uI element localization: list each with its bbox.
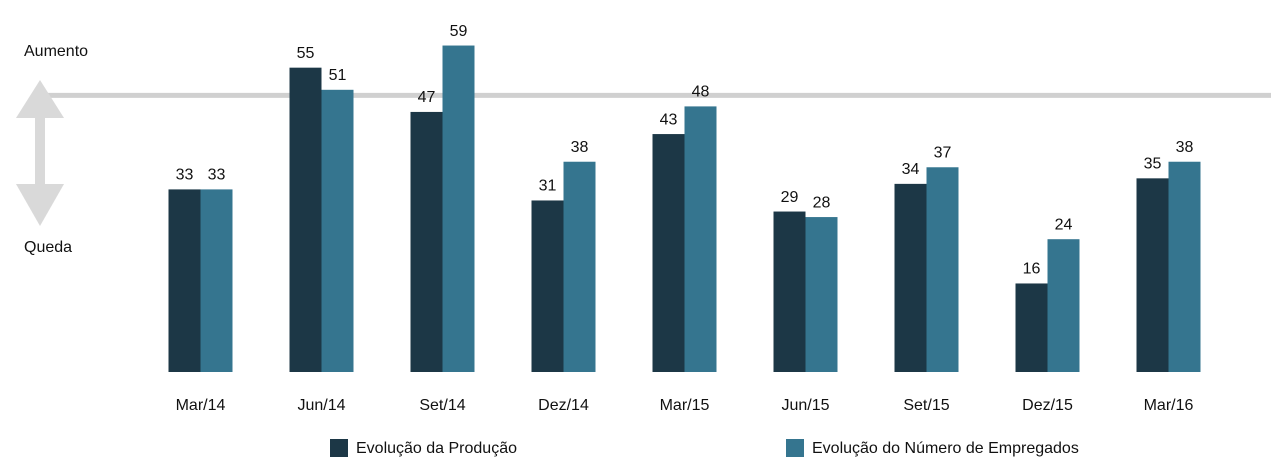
bar (531, 200, 564, 372)
value-label: 29 (781, 189, 799, 206)
bar (289, 67, 322, 373)
bar (1047, 239, 1080, 372)
x-tick-label: Set/14 (419, 397, 465, 414)
bar (652, 134, 685, 372)
x-tick-label: Jun/15 (781, 397, 829, 414)
bar (805, 217, 838, 372)
x-tick-label: Jun/14 (297, 397, 345, 414)
x-tick-label: Set/15 (903, 397, 949, 414)
bar (926, 167, 959, 372)
bar (563, 161, 596, 372)
value-label: 16 (1023, 261, 1041, 278)
value-label: 34 (902, 161, 920, 178)
up-arrow (16, 80, 64, 118)
bar (684, 106, 717, 373)
value-label: 33 (176, 167, 194, 184)
x-tick-label: Dez/14 (538, 397, 589, 414)
value-label: 38 (1176, 139, 1194, 156)
legend-swatch (786, 439, 804, 457)
bar (1015, 283, 1048, 372)
x-tick-label: Dez/15 (1022, 397, 1073, 414)
bar (894, 183, 927, 372)
bar (168, 189, 201, 372)
bar (321, 89, 354, 373)
bar (1168, 161, 1201, 372)
legend-swatch (330, 439, 348, 457)
value-label: 43 (660, 111, 678, 128)
value-label: 37 (934, 144, 952, 161)
value-label: 59 (450, 23, 468, 40)
annotation: Queda (24, 239, 72, 256)
value-label: 55 (297, 45, 315, 62)
value-label: 38 (571, 139, 589, 156)
bar (1136, 178, 1169, 372)
x-tick-label: Mar/16 (1144, 397, 1194, 414)
legend-label: Evolução da Produção (356, 440, 517, 457)
bar (773, 211, 806, 372)
down-arrow (16, 184, 64, 226)
bar (410, 111, 443, 372)
x-tick-label: Mar/15 (660, 397, 710, 414)
value-label: 48 (692, 84, 710, 101)
value-label: 31 (539, 178, 557, 195)
x-tick-label: Mar/14 (176, 397, 226, 414)
value-label: 35 (1144, 156, 1162, 173)
value-label: 51 (329, 67, 347, 84)
legend-label: Evolução do Número de Empregados (812, 440, 1079, 457)
value-label: 28 (813, 194, 831, 211)
annotation: Aumento (24, 43, 88, 60)
value-label: 47 (418, 89, 436, 106)
value-label: 33 (208, 167, 226, 184)
arrow-shaft (35, 116, 45, 186)
value-label: 24 (1055, 216, 1073, 233)
bar (442, 45, 475, 373)
bar (200, 189, 233, 372)
